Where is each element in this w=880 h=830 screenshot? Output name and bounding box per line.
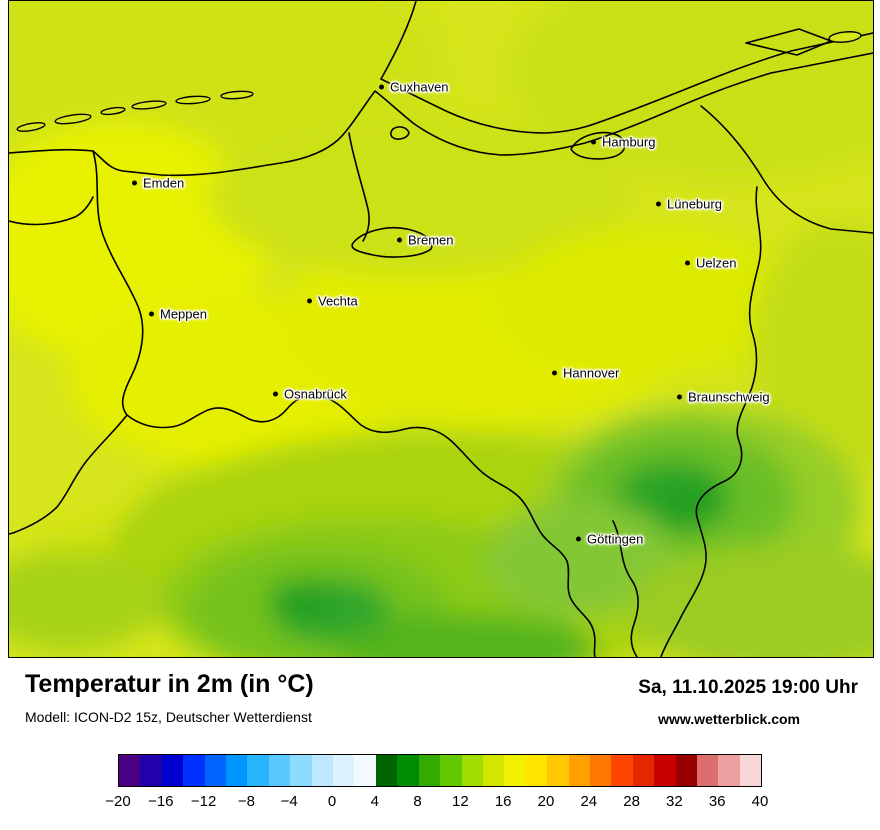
colorbar-segment: [311, 755, 334, 786]
colorbar-segment: [589, 755, 612, 786]
colorbar-segment: [525, 755, 548, 786]
colorbar-label: 4: [370, 793, 379, 810]
colorbar-segment: [440, 755, 462, 786]
hamburg-state-border: [570, 131, 626, 160]
colorbar-label: 12: [452, 793, 469, 810]
colorbar-segment: [654, 755, 676, 786]
colorbar-label: −4: [280, 793, 298, 810]
colorbar-segment: [268, 755, 291, 786]
website-url: www.wetterblick.com: [658, 711, 800, 727]
colorbar-segment: [204, 755, 227, 786]
colorbar-segment: [504, 755, 526, 786]
colorbar-segment: [354, 755, 376, 786]
colorbar-label: 0: [327, 793, 337, 810]
colorbar-segment: [632, 755, 655, 786]
colorbar-labels: −20 −16 −12 −8 −4 0 4 8 12 16 20 24 28 32 36 40: [105, 793, 768, 813]
page-title: Temperatur in 2m (in °C): [25, 670, 314, 698]
colorbar-segment: [418, 755, 441, 786]
colorbar-label: 40: [751, 793, 769, 810]
colorbar-segment: [140, 755, 162, 786]
colorbar-segment: [547, 755, 569, 786]
bremerhaven-border: [390, 126, 410, 140]
colorbar-segment: [461, 755, 483, 786]
colorbar-segment: [290, 755, 312, 786]
border-southern-meander: [126, 394, 596, 657]
border-southwest-branch: [9, 414, 128, 535]
colorbar-label: −20: [105, 793, 131, 810]
colorbar-segment: [397, 755, 419, 786]
colorbar-segment: [247, 755, 269, 786]
weser-river: [348, 132, 370, 242]
colorbar-label: 20: [537, 793, 555, 810]
border-goettingen-east: [612, 520, 639, 657]
model-info: Modell: ICON-D2 15z, Deutscher Wetterdie…: [25, 709, 312, 725]
colorbar-gradient: [118, 754, 762, 787]
colorbar-segment: [226, 755, 248, 786]
colorbar-segment: [739, 755, 762, 786]
colorbar-label: −8: [237, 793, 255, 810]
temperature-patches: [9, 1, 873, 657]
colorbar-label: −12: [190, 793, 217, 810]
weather-map: Cuxhaven Hamburg Emden Lüneburg Bremen Uelzen…: [8, 0, 874, 658]
colorbar-segment: [611, 755, 633, 786]
colorbar-segment: [375, 755, 398, 786]
colorbar-label: 16: [494, 793, 512, 810]
colorbar-segment: [119, 755, 141, 786]
east-frisian-islands: [16, 31, 862, 132]
colorbar-segment: [183, 755, 205, 786]
bremen-state-border: [351, 227, 433, 258]
colorbar-segment: [675, 755, 697, 786]
colorbar-label: 24: [580, 793, 598, 810]
border-northeast: [700, 105, 873, 234]
colorbar-segment: [718, 755, 740, 786]
colorbar-label: 36: [708, 793, 726, 810]
colorbar-segment: [696, 755, 719, 786]
colorbar-label: 32: [666, 793, 683, 810]
colorbar-label: −16: [148, 793, 174, 810]
colorbar-label: 28: [623, 793, 640, 810]
border-eastern: [660, 186, 762, 657]
colorbar-segment: [568, 755, 590, 786]
colorbar-segment: [482, 755, 505, 786]
colorbar-segment: [333, 755, 355, 786]
elbe-north-bank: [380, 1, 873, 134]
border-left-edge: [9, 196, 94, 226]
temperature-field-svg: [9, 1, 873, 657]
forecast-datetime: Sa, 11.10.2025 19:00 Uhr: [638, 677, 858, 698]
coastline-north-sea: [9, 52, 873, 177]
colorbar-label: 8: [413, 793, 422, 810]
nl-border-west: [92, 150, 144, 416]
colorbar-segment: [161, 755, 184, 786]
